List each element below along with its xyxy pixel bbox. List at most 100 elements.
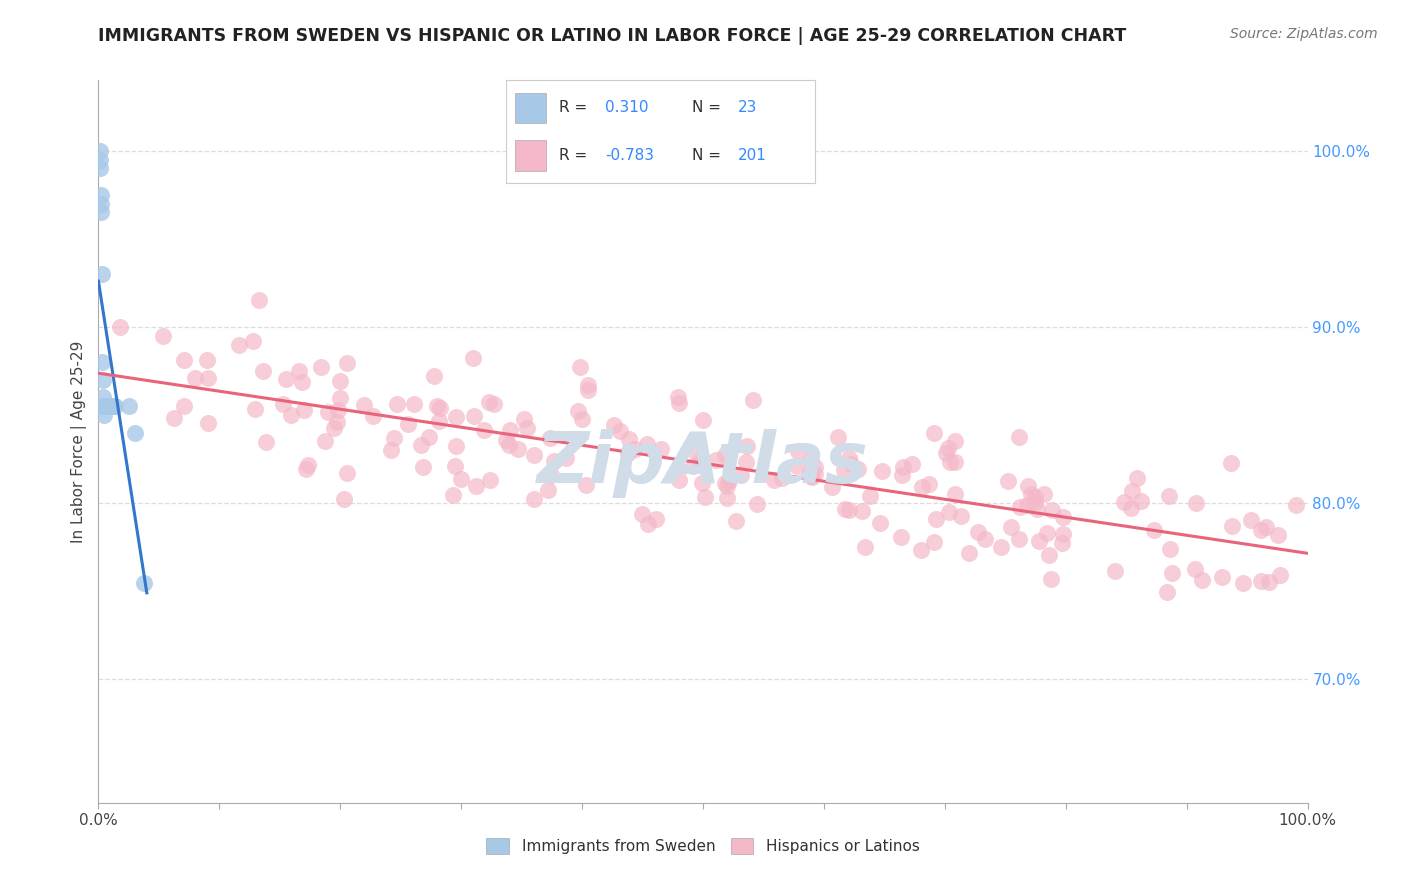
- Point: [472, 423, 495, 437]
- Point: [631, 507, 654, 521]
- Point: [834, 502, 856, 516]
- Point: [118, 399, 141, 413]
- Point: [478, 395, 501, 409]
- Point: [945, 455, 967, 469]
- Text: ZipAtlas: ZipAtlas: [537, 429, 869, 498]
- Point: [900, 457, 922, 471]
- Point: [576, 378, 599, 392]
- Point: [949, 508, 972, 523]
- Point: [418, 430, 440, 444]
- Point: [922, 535, 945, 549]
- Point: [311, 359, 333, 374]
- Point: [869, 516, 891, 530]
- Point: [799, 466, 821, 480]
- Point: [329, 391, 352, 405]
- Point: [1159, 541, 1181, 556]
- Point: [668, 473, 690, 487]
- Point: [523, 492, 546, 507]
- Point: [90, 196, 112, 211]
- Point: [890, 467, 912, 482]
- Point: [821, 480, 844, 494]
- Point: [637, 517, 659, 532]
- Point: [1008, 429, 1031, 443]
- Point: [1000, 520, 1022, 534]
- Point: [91, 267, 114, 281]
- Point: [134, 575, 156, 590]
- Point: [624, 442, 647, 456]
- Point: [173, 353, 195, 368]
- Point: [336, 466, 359, 480]
- Point: [523, 448, 546, 462]
- Point: [329, 374, 352, 388]
- Point: [422, 368, 444, 383]
- Point: [1050, 536, 1073, 550]
- Point: [741, 392, 763, 407]
- Point: [938, 454, 960, 468]
- Point: [498, 437, 520, 451]
- Point: [943, 487, 966, 501]
- Point: [292, 403, 315, 417]
- Point: [322, 420, 344, 434]
- Point: [1285, 498, 1308, 512]
- Point: [197, 353, 219, 368]
- Point: [1024, 495, 1046, 509]
- Point: [870, 464, 893, 478]
- Point: [1052, 510, 1074, 524]
- Point: [682, 459, 704, 474]
- Point: [690, 476, 713, 491]
- Point: [1185, 495, 1208, 509]
- Point: [666, 390, 689, 404]
- Point: [555, 450, 578, 465]
- Point: [101, 399, 124, 413]
- Point: [787, 443, 810, 458]
- Point: [936, 441, 959, 455]
- Point: [576, 383, 599, 397]
- Point: [412, 459, 434, 474]
- Point: [382, 431, 405, 445]
- Point: [603, 417, 626, 432]
- Point: [859, 489, 882, 503]
- Point: [254, 435, 277, 450]
- Point: [429, 401, 451, 415]
- Point: [911, 479, 934, 493]
- Point: [1028, 534, 1050, 549]
- Point: [404, 397, 426, 411]
- Point: [409, 437, 432, 451]
- Point: [943, 434, 966, 448]
- Point: [93, 408, 115, 422]
- Point: [1156, 585, 1178, 599]
- Point: [571, 411, 593, 425]
- Point: [183, 371, 205, 385]
- Point: [353, 398, 375, 412]
- Point: [444, 410, 467, 425]
- Point: [685, 444, 707, 458]
- Point: [1220, 518, 1243, 533]
- Point: [97, 399, 120, 413]
- Point: [575, 478, 598, 492]
- Point: [967, 524, 990, 539]
- Point: [441, 488, 464, 502]
- Point: [463, 409, 485, 423]
- Point: [762, 473, 785, 487]
- Point: [197, 417, 219, 431]
- Point: [1211, 569, 1233, 583]
- Point: [1052, 527, 1074, 541]
- Point: [1008, 533, 1031, 547]
- Point: [104, 399, 127, 413]
- Point: [804, 459, 827, 474]
- Point: [636, 436, 658, 450]
- Point: [853, 541, 876, 555]
- Point: [735, 455, 758, 469]
- Point: [838, 502, 860, 516]
- Legend: Immigrants from Sweden, Hispanics or Latinos: Immigrants from Sweden, Hispanics or Lat…: [481, 832, 925, 860]
- Point: [1258, 575, 1281, 590]
- Point: [89, 153, 111, 167]
- Point: [152, 329, 174, 343]
- Point: [461, 351, 484, 365]
- Point: [1015, 498, 1038, 512]
- Point: [450, 472, 472, 486]
- Point: [1130, 494, 1153, 508]
- Point: [325, 415, 347, 429]
- Point: [1114, 495, 1136, 509]
- Point: [252, 364, 274, 378]
